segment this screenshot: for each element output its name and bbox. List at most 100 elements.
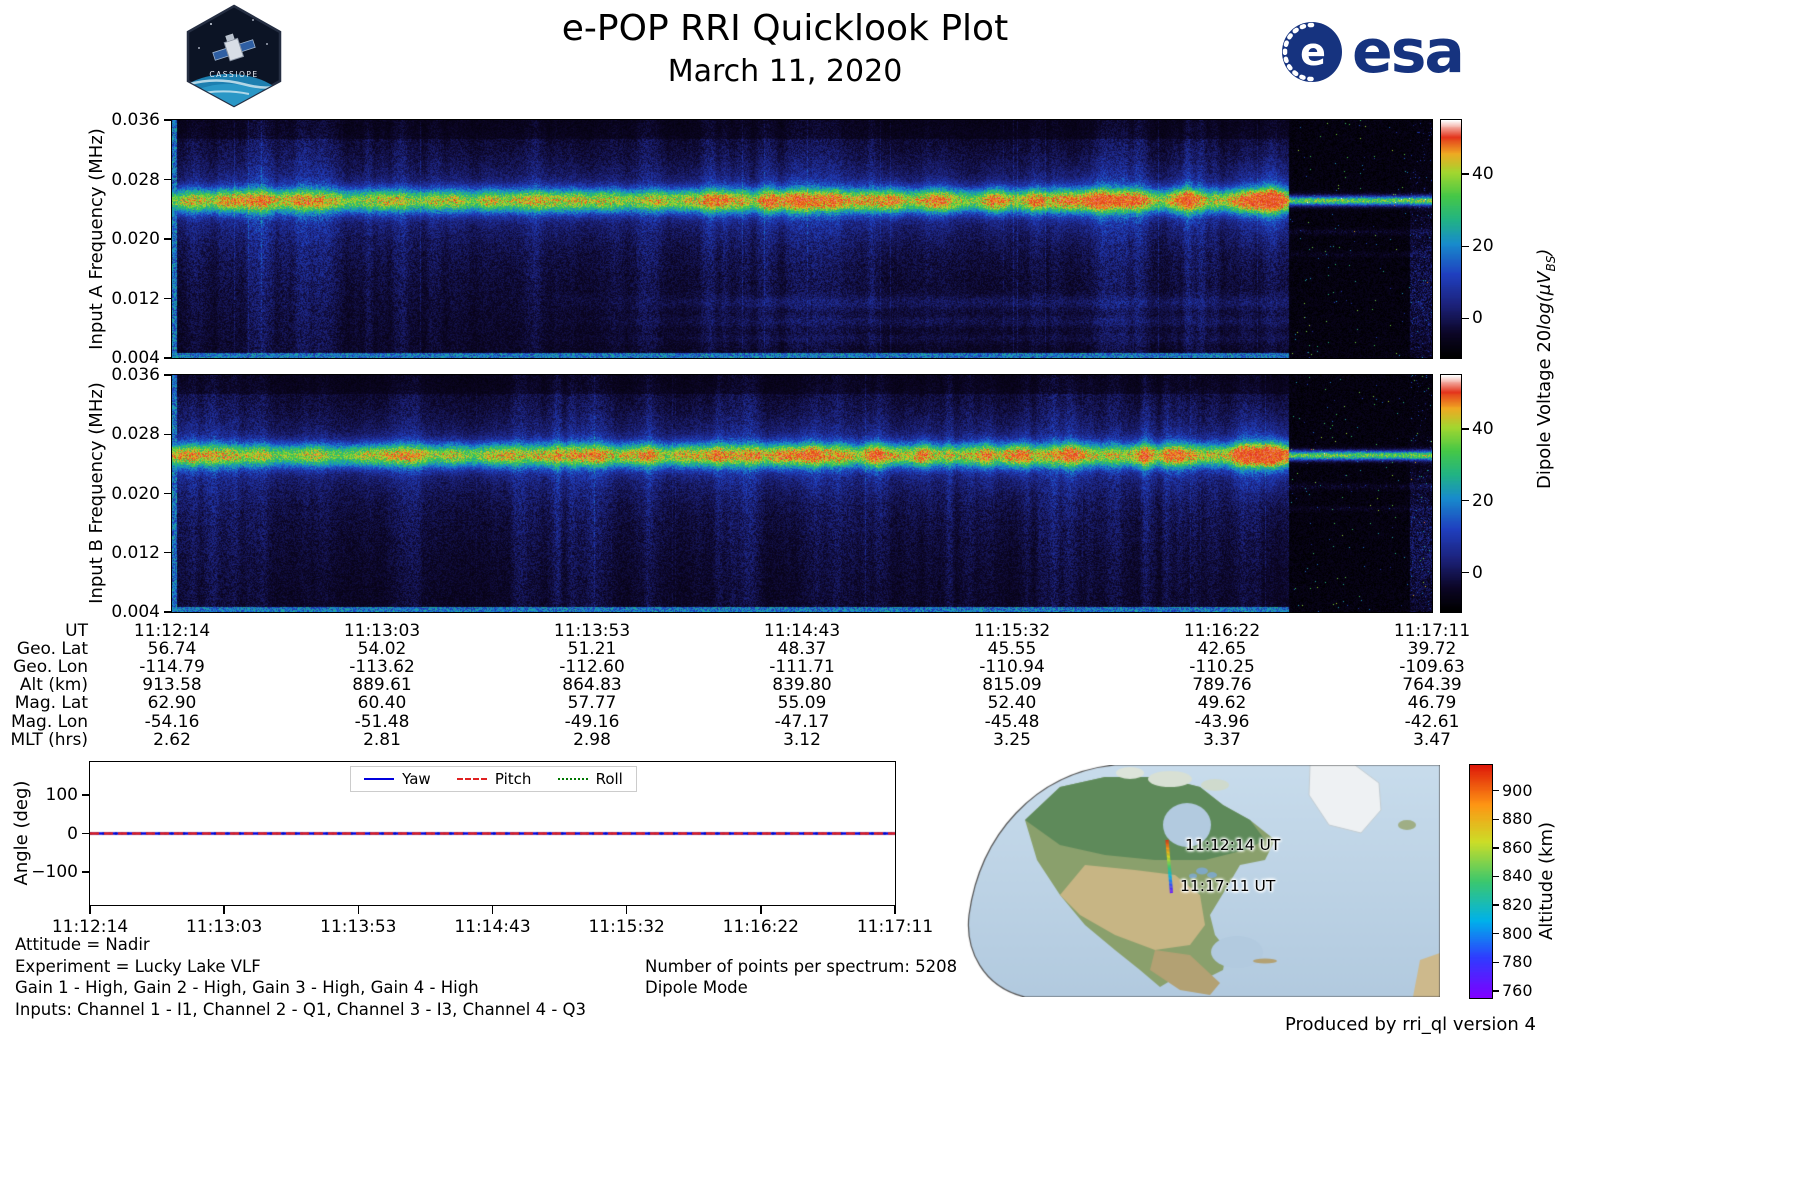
cassiope-patch-icon: CASSIOPE xyxy=(186,4,282,108)
map-track-start-label: 11:12:14 UT xyxy=(1185,836,1281,854)
table-cell: 839.80 xyxy=(772,675,832,696)
colorbar-tick-mark xyxy=(1462,245,1469,247)
table-cell: -45.48 xyxy=(984,711,1040,732)
freq-tick-mark xyxy=(164,433,172,435)
table-row-label: MLT (hrs) xyxy=(10,729,88,750)
table-cell: 789.76 xyxy=(1192,675,1252,696)
table-cell: 11:12:14 xyxy=(133,620,211,641)
table-cell: 764.39 xyxy=(1402,675,1462,696)
colorbar-tick-label: 0 xyxy=(1472,562,1483,583)
freq-tick-mark xyxy=(164,611,172,613)
table-row-label: Geo. Lat xyxy=(16,638,88,659)
angle-xtick-mark xyxy=(894,906,896,914)
info-line-left: Attitude = Nadir xyxy=(15,935,150,954)
page-title: e-POP RRI Quicklook Plot xyxy=(561,8,1009,49)
freq-tick-label: 0.020 xyxy=(111,229,160,249)
dipole-colorbar-label-suffix: ) xyxy=(1534,248,1556,256)
spectrogram-a-canvas xyxy=(172,120,1432,358)
cassiope-patch-label: CASSIOPE xyxy=(209,70,258,79)
spectrogram-b-canvas xyxy=(172,375,1432,612)
angle-xtick-label: 11:12:14 xyxy=(51,917,129,937)
esa-emblem-icon: e xyxy=(1282,22,1342,82)
table-cell: -47.17 xyxy=(774,711,830,732)
table-cell: 11:13:53 xyxy=(553,620,631,641)
freq-tick-label: 0.028 xyxy=(111,424,160,445)
legend-item: Pitch xyxy=(451,770,538,788)
freq-tick-mark xyxy=(164,119,172,121)
freq-tick-label: 0.004 xyxy=(111,602,160,622)
altitude-tick-label: 780 xyxy=(1502,952,1533,972)
altitude-tick-mark xyxy=(1493,875,1499,878)
dipole-colorbar-a-canvas xyxy=(1441,120,1461,358)
table-cell: 3.12 xyxy=(783,729,821,750)
credit-line: Produced by rri_ql version 4 xyxy=(1284,1014,1536,1035)
table-cell: -109.63 xyxy=(1399,656,1465,677)
colorbar-tick-mark xyxy=(1462,571,1469,574)
altitude-tick-mark xyxy=(1493,818,1499,820)
table-cell: -113.62 xyxy=(349,656,415,677)
legend-label: Yaw xyxy=(402,770,431,788)
table-row-label: Geo. Lon xyxy=(13,656,88,677)
colorbar-tick-mark xyxy=(1462,317,1469,320)
freq-tick-mark xyxy=(164,178,172,181)
freq-tick-mark xyxy=(164,374,172,376)
altitude-colorbar-label: Altitude (km) xyxy=(1536,821,1557,941)
angle-xtick-mark xyxy=(491,906,494,914)
map-track-end-label: 11:17:11 UT xyxy=(1180,877,1276,895)
table-cell: 52.40 xyxy=(987,693,1037,714)
table-cell: -43.96 xyxy=(1194,711,1250,732)
colorbar-tick-mark xyxy=(1462,499,1469,502)
freq-tick-label: 0.012 xyxy=(111,542,160,563)
dipole-colorbar-label: Dipole Voltage 20log(μVBS) xyxy=(1534,209,1561,529)
table-cell: 2.62 xyxy=(153,729,191,750)
table-cell: -51.48 xyxy=(354,711,410,732)
angle-xtick-mark xyxy=(357,906,360,914)
table-row-label: UT xyxy=(65,620,88,641)
angle-ytick-mark xyxy=(82,794,90,796)
altitude-tick-mark xyxy=(1493,961,1499,963)
colorbar-tick-label: 20 xyxy=(1472,490,1494,511)
table-cell: -111.71 xyxy=(769,656,835,677)
angle-xtick-label: 11:15:32 xyxy=(588,917,665,937)
table-cell: -114.79 xyxy=(139,656,205,677)
table-cell: 51.21 xyxy=(567,638,617,659)
table-cell: -49.16 xyxy=(564,711,620,732)
table-cell: 864.83 xyxy=(562,675,622,696)
info-line-center: Dipole Mode xyxy=(645,978,748,997)
angle-xtick-mark xyxy=(760,906,762,914)
table-cell: 2.81 xyxy=(363,729,401,750)
altitude-tick-label: 760 xyxy=(1502,980,1533,1000)
legend-line-sample xyxy=(557,778,588,780)
table-row-label: Alt (km) xyxy=(19,675,88,696)
freq-tick-label: 0.004 xyxy=(111,348,160,368)
angle-xtick-label: 11:13:53 xyxy=(320,917,397,937)
table-cell: 60.40 xyxy=(357,693,407,714)
table-cell: 11:17:11 xyxy=(1393,620,1471,641)
dipole-colorbar-label-italic: log(μV xyxy=(1534,271,1556,330)
freq-tick-label: 0.012 xyxy=(111,288,160,309)
table-cell: 11:14:43 xyxy=(763,620,841,641)
table-cell: 913.58 xyxy=(142,675,202,696)
table-cell: 48.37 xyxy=(777,638,827,659)
table-cell: 45.55 xyxy=(987,638,1037,659)
table-cell: 889.61 xyxy=(352,675,412,696)
dipole-colorbar-label-sub: BS xyxy=(1543,255,1558,272)
altitude-tick-label: 840 xyxy=(1502,866,1533,886)
page-subtitle: March 11, 2020 xyxy=(667,54,903,89)
legend-label: Roll xyxy=(595,770,623,788)
table-row-label: Mag. Lon xyxy=(10,711,88,732)
info-line-left: Gain 1 - High, Gain 2 - High, Gain 3 - H… xyxy=(15,978,479,997)
angle-xtick-label: 11:14:43 xyxy=(454,917,531,937)
table-cell: -54.16 xyxy=(144,711,200,732)
table-cell: 55.09 xyxy=(777,693,827,714)
table-cell: 62.90 xyxy=(147,693,197,714)
freq-tick-mark xyxy=(164,357,172,359)
legend-line-sample xyxy=(456,778,487,780)
cassiope-mission-patch: CASSIOPE xyxy=(183,4,285,112)
table-cell: 815.09 xyxy=(982,675,1042,696)
table-cell: -42.61 xyxy=(1404,711,1460,732)
colorbar-tick-mark xyxy=(1462,428,1469,430)
angle-xtick-mark xyxy=(625,906,628,914)
angle-ytick-mark xyxy=(82,832,90,835)
